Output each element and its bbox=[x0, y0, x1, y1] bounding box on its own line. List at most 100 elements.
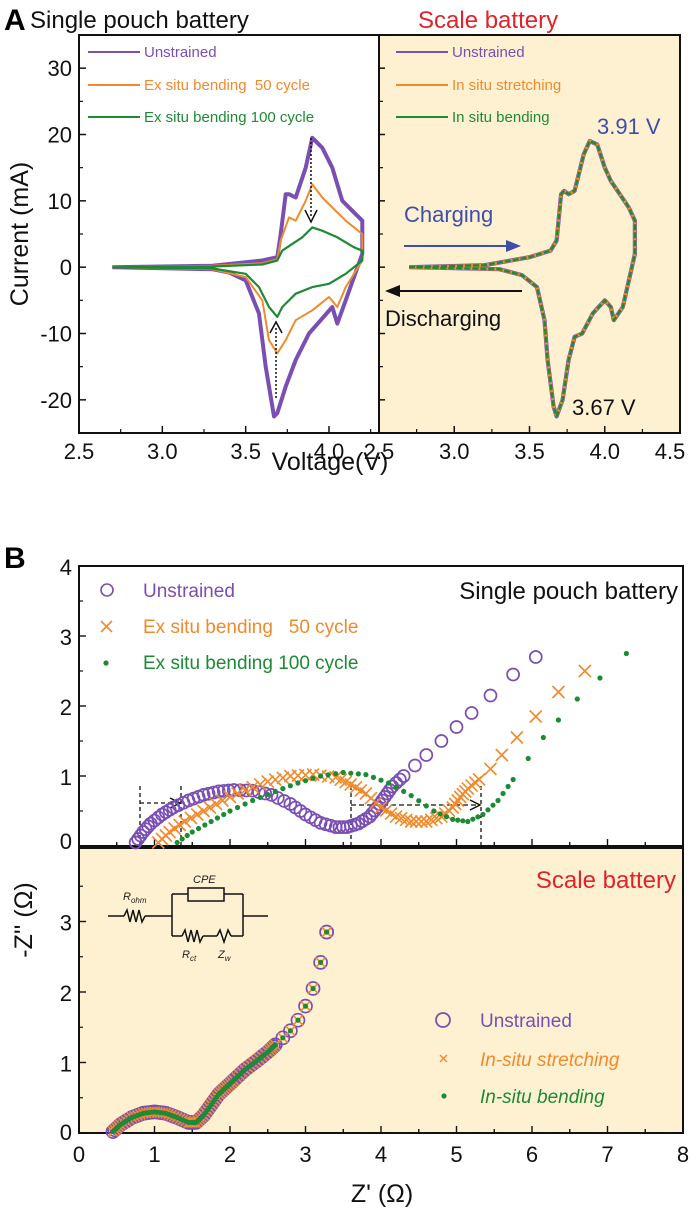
x-tick-label: 6 bbox=[526, 1142, 538, 1167]
series-green bbox=[110, 929, 330, 1135]
warburg-element-icon bbox=[216, 928, 232, 945]
y-tick-label: 3 bbox=[60, 911, 72, 936]
series-line-green bbox=[409, 139, 637, 418]
marker-circle bbox=[216, 784, 231, 798]
marker-circle bbox=[305, 981, 321, 996]
marker-circle bbox=[408, 758, 422, 773]
marker-circle bbox=[419, 748, 434, 762]
a-right-plot-area bbox=[379, 35, 680, 433]
marker-x bbox=[495, 748, 509, 762]
marker-dot bbox=[265, 791, 271, 798]
y-tick-label: -10 bbox=[40, 322, 72, 347]
y-tick-label: 0 bbox=[60, 255, 72, 280]
marker-dot bbox=[363, 772, 369, 778]
series-purple bbox=[128, 650, 543, 850]
b-top-ticks: 4 3 2 1 0 bbox=[60, 555, 646, 854]
marker-circle bbox=[277, 794, 291, 808]
marker-x bbox=[230, 786, 245, 801]
legend-marker-dot bbox=[441, 1093, 447, 1099]
marker-dot bbox=[287, 783, 293, 789]
marker-dot bbox=[287, 1028, 293, 1034]
legend-label-unstrained: Unstrained bbox=[144, 44, 217, 61]
resistor-r-ct-icon bbox=[181, 927, 204, 945]
marker-dot bbox=[460, 818, 466, 824]
marker-x bbox=[483, 762, 498, 776]
y-tick-label: 4 bbox=[60, 555, 72, 580]
marker-x bbox=[238, 783, 252, 797]
equivalent-circuit-diagram bbox=[108, 887, 268, 945]
marker-dot bbox=[310, 775, 316, 781]
marker-x bbox=[424, 813, 438, 827]
y-tick-label: 1 bbox=[60, 765, 72, 790]
b-bottom-legend: Unstrained In-situ stretching In-situ be… bbox=[435, 1011, 620, 1108]
marker-x bbox=[261, 775, 275, 789]
marker-x bbox=[215, 793, 230, 808]
a-left-title: Single pouch battery bbox=[30, 7, 249, 34]
a-right-series bbox=[409, 139, 638, 419]
marker-dot bbox=[310, 985, 316, 992]
marker-circle bbox=[196, 788, 211, 802]
marker-circle bbox=[393, 772, 407, 787]
b-top-series bbox=[128, 650, 629, 850]
marker-dot bbox=[437, 811, 443, 817]
marker-dot bbox=[555, 717, 562, 723]
y-tick-label: 2 bbox=[60, 695, 72, 720]
charging-label: Charging bbox=[404, 202, 493, 227]
marker-x bbox=[419, 814, 433, 829]
x-tick-label: 0 bbox=[73, 1142, 85, 1167]
legend-label-100-cycle: Ex situ bending 100 cycle bbox=[143, 653, 358, 674]
marker-dot bbox=[280, 786, 286, 792]
marker-dot bbox=[480, 811, 486, 818]
legend-label-50-cycle: Ex situ bending 50 cycle bbox=[143, 617, 358, 638]
x-tick-label: 7 bbox=[601, 1142, 613, 1167]
marker-circle bbox=[128, 835, 143, 850]
x-tick-label: 3.0 bbox=[147, 439, 178, 464]
legend-label-bending: In-situ bending bbox=[480, 1087, 605, 1108]
marker-dot bbox=[500, 790, 506, 797]
marker-dot bbox=[214, 815, 221, 821]
marker-dot bbox=[431, 808, 437, 814]
a-right-legend: Unstrained In situ stretching In situ be… bbox=[396, 44, 561, 126]
marker-x bbox=[578, 664, 592, 678]
series-line-orange bbox=[112, 183, 364, 355]
y-tick-label: 30 bbox=[48, 56, 72, 81]
marker-circle bbox=[506, 667, 520, 682]
marker-dot bbox=[318, 773, 324, 779]
marker-x bbox=[184, 811, 198, 825]
x-tick-label: 4.0 bbox=[314, 439, 345, 464]
marker-dot bbox=[401, 788, 407, 795]
marker-circle bbox=[258, 786, 273, 801]
x-tick-label: 2.5 bbox=[64, 439, 95, 464]
marker-circle bbox=[131, 832, 145, 846]
x-tick-label: 8 bbox=[677, 1142, 689, 1167]
a-left-frame bbox=[78, 34, 380, 434]
marker-dot bbox=[393, 784, 399, 790]
legend-marker-x bbox=[100, 620, 113, 633]
marker-x bbox=[178, 814, 192, 829]
marker-circle bbox=[319, 924, 334, 940]
marker-dot bbox=[423, 803, 429, 809]
a-ylabel: Current (mA) bbox=[6, 162, 34, 306]
marker-dot bbox=[174, 839, 180, 846]
marker-circle bbox=[464, 706, 479, 720]
marker-x bbox=[203, 800, 217, 815]
marker-dot bbox=[370, 774, 377, 781]
marker-x bbox=[551, 685, 565, 699]
y-tick-label: 2 bbox=[60, 981, 72, 1006]
marker-dot bbox=[202, 822, 208, 828]
x-tick-label: 3.5 bbox=[230, 439, 261, 464]
marker-x bbox=[197, 804, 211, 818]
y-tick-label: 0 bbox=[60, 1120, 72, 1145]
marker-dot bbox=[195, 825, 202, 832]
discharging-label: Discharging bbox=[385, 306, 501, 331]
r-ct-label: Rct bbox=[182, 949, 197, 963]
marker-dot bbox=[505, 783, 511, 790]
marker-x bbox=[472, 772, 486, 787]
marker-dot bbox=[475, 814, 481, 820]
marker-dot bbox=[416, 798, 422, 804]
charging-arrowhead-icon bbox=[506, 240, 521, 252]
legend-marker-circle bbox=[100, 583, 114, 597]
b-top-legend: Unstrained Ex situ bending 50 cycle Ex s… bbox=[100, 581, 358, 674]
marker-x bbox=[268, 773, 282, 787]
marker-dot bbox=[302, 778, 309, 784]
